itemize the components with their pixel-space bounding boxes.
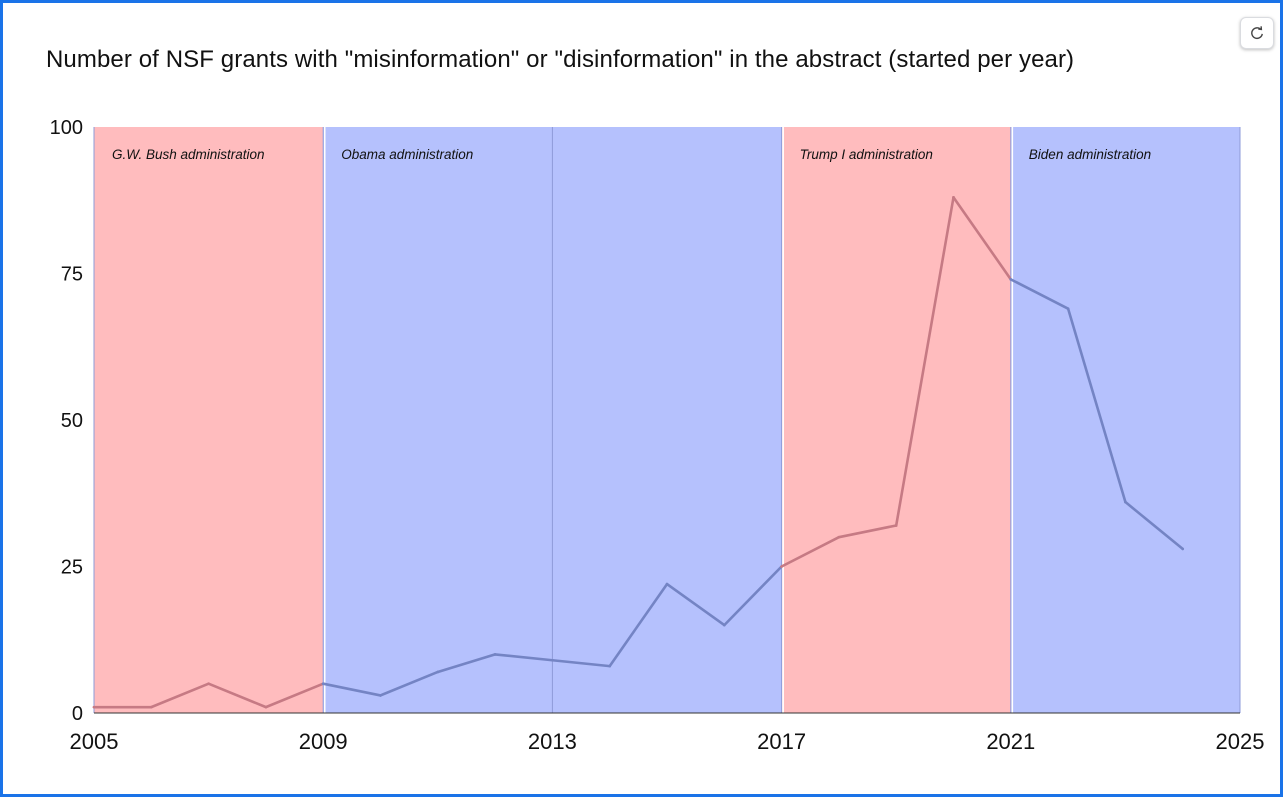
line-segment: [551, 658, 612, 668]
administration-bands: G.W. Bush administration Obama administra…: [94, 127, 1240, 713]
line-segment: [608, 582, 669, 668]
line-segment: [1066, 307, 1127, 504]
line-segment: [894, 196, 955, 527]
data-line: [92, 196, 1184, 709]
line-segment: [379, 670, 440, 697]
band-trump-i-administration: [781, 127, 1011, 713]
band-label: Obama administration: [341, 147, 473, 162]
data-point: [780, 565, 783, 568]
data-point: [264, 705, 268, 709]
line-segment: [321, 682, 382, 697]
data-point: [1181, 547, 1184, 551]
data-point: [379, 694, 382, 697]
data-point: [894, 524, 898, 527]
band-biden-administration: [1010, 127, 1240, 713]
data-point: [436, 670, 440, 674]
data-point: [1009, 278, 1013, 281]
line-segment: [493, 653, 554, 662]
x-tick-label: 2025: [1216, 729, 1265, 754]
line-segment: [1009, 278, 1070, 310]
line-segment: [150, 682, 210, 709]
line-segment: [780, 535, 841, 568]
y-tick-label: 75: [61, 264, 83, 286]
data-point: [92, 705, 96, 709]
line-segment: [264, 682, 325, 709]
y-tick-label: 0: [72, 703, 83, 725]
x-tick-label: 2005: [70, 729, 119, 754]
line-segment: [665, 582, 726, 627]
band-label: Biden administration: [1029, 147, 1151, 162]
line-segment: [722, 565, 783, 627]
data-point: [952, 196, 955, 199]
chart-title: Number of NSF grants with "misinformatio…: [46, 46, 1075, 73]
y-tick-label: 50: [61, 410, 83, 432]
data-point: [493, 653, 497, 656]
data-point: [321, 682, 325, 685]
band-g-w-bush-administration: [94, 127, 324, 713]
line-segment: [1124, 500, 1184, 551]
x-tick-label: 2009: [299, 729, 348, 754]
data-point: [207, 682, 210, 685]
y-tick-label: 100: [50, 117, 83, 139]
refresh-button[interactable]: [1240, 17, 1274, 49]
line-segment: [952, 196, 1013, 281]
data-point: [665, 582, 669, 586]
y-tick-label: 25: [61, 557, 83, 579]
band-label: G.W. Bush administration: [112, 147, 265, 162]
refresh-icon: [1251, 26, 1263, 40]
band-label: Trump I administration: [800, 147, 933, 162]
data-point: [837, 535, 841, 539]
data-point: [723, 623, 726, 627]
data-point: [150, 705, 153, 709]
data-point: [608, 664, 611, 668]
data-point: [1066, 307, 1070, 310]
line-segment: [207, 682, 268, 709]
line-segment: [436, 653, 497, 674]
x-tick-label: 2013: [528, 729, 577, 754]
line-segment: [837, 524, 898, 539]
data-point: [1124, 500, 1127, 504]
x-tick-label: 2017: [757, 729, 806, 754]
axes: [93, 127, 1241, 714]
data-point: [551, 658, 554, 662]
tick-labels: 0 25 50 75 100 2005 2009 2013 2017 2021 2025: [50, 117, 1265, 754]
x-tick-label: 2021: [986, 729, 1035, 754]
